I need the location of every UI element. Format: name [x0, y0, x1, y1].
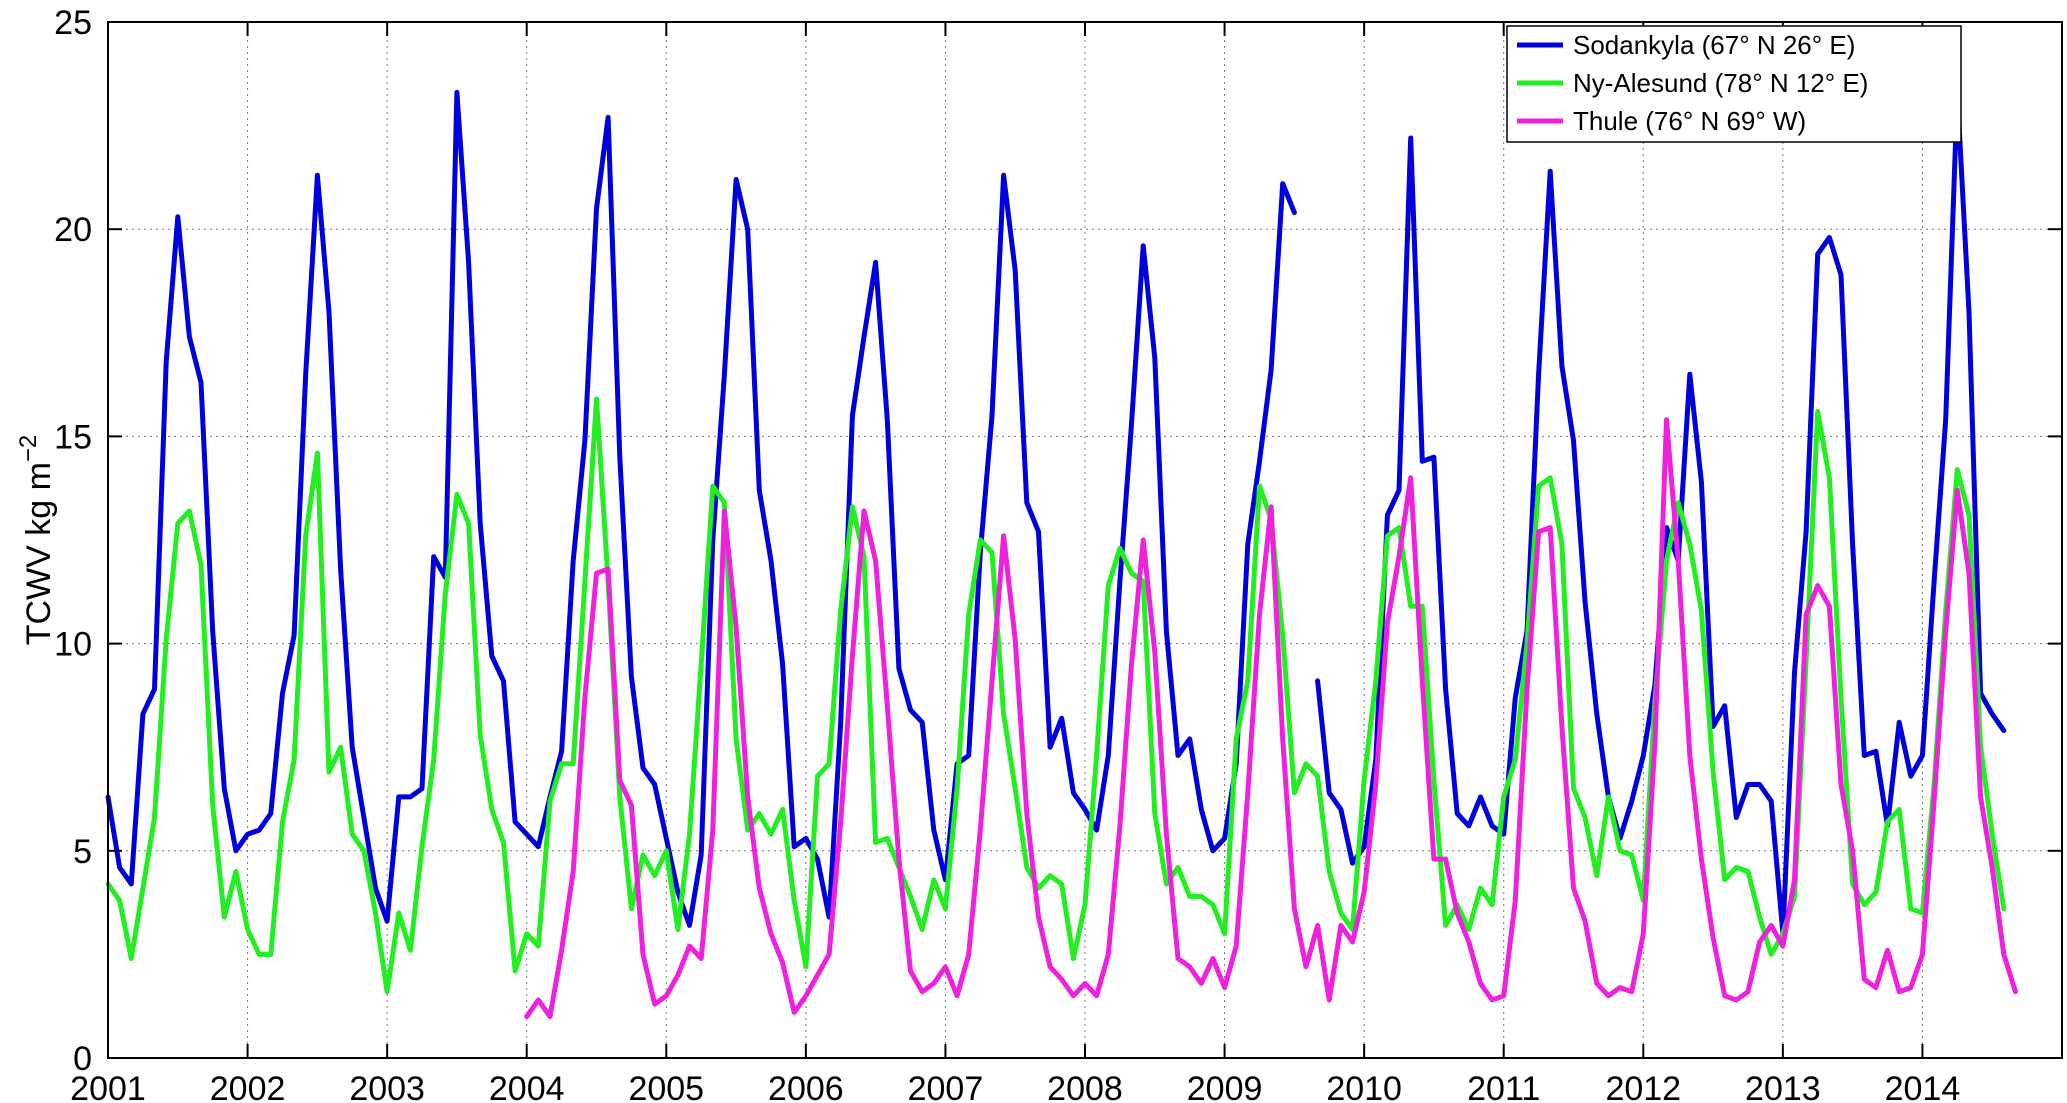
y-tick-label: 10 [54, 626, 92, 664]
x-tick-label: 2009 [1187, 1070, 1263, 1103]
x-tick-label: 2013 [1745, 1070, 1821, 1103]
y-tick-label: 5 [73, 833, 92, 871]
legend-label-1: Sodankyla (67° N 26° E) [1573, 30, 1855, 60]
x-tick-label: 2014 [1885, 1070, 1961, 1103]
x-tick-label: 2006 [768, 1070, 844, 1103]
legend-box [1506, 25, 1962, 143]
x-tick-label: 2003 [349, 1070, 425, 1103]
x-tick-label: 2005 [628, 1070, 704, 1103]
legend-label-3: Thule (76° N 69° W) [1573, 106, 1806, 136]
legend-label-2: Ny-Alesund (78° N 12° E) [1573, 68, 1868, 98]
y-tick-label: 20 [54, 211, 92, 249]
tick-labels: 2001 2002 2003 2004 2005 2006 2007 2008 2009 2010… [54, 4, 1960, 1103]
x-tick-label: 2004 [489, 1070, 565, 1103]
x-tick-label: 2001 [70, 1070, 146, 1103]
series-line-3 [524, 417, 2018, 1020]
series-line-2 [105, 396, 2007, 995]
y-tick-label: 25 [54, 4, 92, 42]
x-tick-label: 2012 [1605, 1070, 1681, 1103]
y-axis-label: TCWV kg m−2 [15, 435, 58, 646]
legend: Sodankyla (67° N 26° E) Ny-Alesund (78° N… [1506, 25, 1962, 143]
y-tick-label: 15 [54, 418, 92, 456]
x-tick-label: 2007 [908, 1070, 984, 1103]
x-tick-label: 2011 [1467, 1070, 1540, 1103]
x-tick-label: 2002 [210, 1070, 286, 1103]
x-tick-label: 2008 [1047, 1070, 1123, 1103]
x-tick-label: 2010 [1326, 1070, 1402, 1103]
y-tick-label: 0 [73, 1040, 92, 1078]
series-group [105, 89, 2018, 1020]
